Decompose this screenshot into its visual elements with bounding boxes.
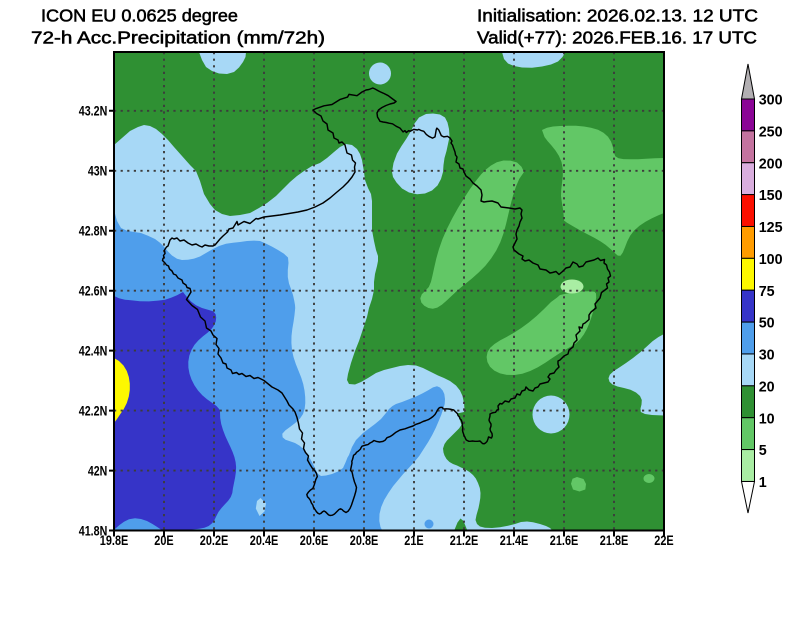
svg-text:50: 50 <box>759 316 775 332</box>
svg-text:75: 75 <box>759 284 775 300</box>
svg-text:20.8E: 20.8E <box>350 533 379 548</box>
svg-text:43.2N: 43.2N <box>79 104 108 119</box>
svg-text:30: 30 <box>759 348 775 364</box>
svg-text:Valid(+77): 2026.FEB.16. 17 UT: Valid(+77): 2026.FEB.16. 17 UTC <box>477 28 757 48</box>
svg-text:125: 125 <box>759 220 783 236</box>
svg-text:43N: 43N <box>88 164 107 179</box>
svg-text:21.6E: 21.6E <box>550 533 579 548</box>
svg-text:250: 250 <box>759 124 783 140</box>
svg-text:10: 10 <box>759 411 775 427</box>
svg-text:19.8E: 19.8E <box>100 533 129 548</box>
svg-text:21.8E: 21.8E <box>600 533 629 548</box>
svg-text:Initialisation: 2026.02.13. 12: Initialisation: 2026.02.13. 12 UTC <box>477 6 758 26</box>
svg-text:150: 150 <box>759 188 783 204</box>
svg-text:20.4E: 20.4E <box>250 533 278 548</box>
svg-text:42.4N: 42.4N <box>79 344 108 359</box>
svg-text:21E: 21E <box>404 533 423 548</box>
svg-text:42.8N: 42.8N <box>79 224 108 239</box>
svg-text:5: 5 <box>759 443 767 459</box>
svg-text:1: 1 <box>759 475 767 491</box>
svg-text:20.6E: 20.6E <box>300 533 329 548</box>
svg-text:22E: 22E <box>654 533 673 548</box>
svg-text:21.2E: 21.2E <box>450 533 479 548</box>
svg-text:41.8N: 41.8N <box>79 523 108 538</box>
svg-text:20E: 20E <box>154 533 173 548</box>
svg-text:100: 100 <box>759 252 783 268</box>
svg-text:20: 20 <box>759 379 775 395</box>
svg-text:20.2E: 20.2E <box>200 533 229 548</box>
svg-text:42.2N: 42.2N <box>79 404 108 419</box>
svg-text:42N: 42N <box>88 464 107 479</box>
svg-text:300: 300 <box>759 93 783 109</box>
svg-text:ICON EU 0.0625 degree: ICON EU 0.0625 degree <box>41 6 238 26</box>
svg-text:72-h Acc.Precipitation (mm/72h: 72-h Acc.Precipitation (mm/72h) <box>31 28 325 48</box>
svg-text:42.6N: 42.6N <box>79 284 108 299</box>
svg-text:21.4E: 21.4E <box>500 533 529 548</box>
svg-text:200: 200 <box>759 156 783 172</box>
